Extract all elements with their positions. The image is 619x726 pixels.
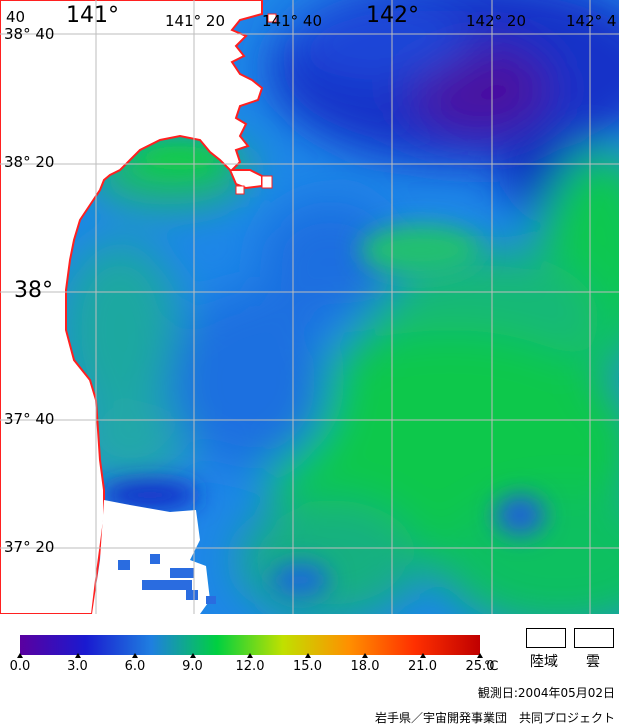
lat-label-37-40: 37° 40 — [4, 410, 55, 428]
scale-tick-mark — [304, 653, 311, 658]
cloud-swatch — [574, 628, 614, 648]
scale-tick-label: 6.0 — [124, 659, 146, 674]
scale-tick-mark — [477, 653, 483, 658]
land-swatch — [526, 628, 566, 648]
scale-tick-mark — [17, 653, 23, 658]
scale-tick-mark — [74, 653, 81, 658]
lat-label-38-40: 38° 40 — [4, 25, 55, 43]
lon-label-141-40: 141° 40 — [262, 12, 322, 30]
scale-tick-label: 0.0 — [9, 659, 31, 674]
cloud-legend-label: 雲 — [586, 654, 600, 670]
lat-label-37-20: 37° 20 — [4, 538, 55, 556]
sea-surface-temperature-image — [0, 0, 619, 614]
scale-tick-label: 9.0 — [182, 659, 203, 674]
scale-tick-mark — [362, 653, 368, 658]
scale-tick-label: 15.0 — [293, 659, 322, 674]
land-legend-label: 陸域 — [530, 654, 558, 670]
lon-label-142-20: 142° 20 — [466, 12, 526, 30]
scale-tick-mark — [419, 653, 426, 658]
lon-label-corner: 40 — [6, 8, 26, 26]
lon-label-142: 142° — [366, 3, 419, 28]
sst-map: 40 141° 141° 20 141° 40 142° 142° 20 142… — [0, 0, 619, 614]
scale-tick-label: 3.0 — [67, 659, 88, 674]
scale-tick-label: 18.0 — [350, 659, 380, 674]
lat-label-38-20: 38° 20 — [4, 153, 55, 171]
scale-tick-label: 12.0 — [235, 659, 265, 674]
temperature-unit: ℃ — [484, 659, 499, 674]
lon-label-142-40: 142° 4 — [566, 12, 617, 30]
lon-label-141: 141° — [66, 3, 119, 28]
lat-label-38: 38° — [14, 278, 53, 303]
land-area — [0, 0, 264, 614]
scale-tick-mark — [132, 653, 138, 658]
scale-tick-mark — [247, 653, 253, 658]
temperature-color-scale — [20, 635, 480, 655]
graticule — [0, 0, 619, 614]
scale-tick-label: 25.0 — [465, 659, 495, 674]
lon-label-141-20: 141° 20 — [165, 12, 225, 30]
project-credit: 岩手県／宇宙開発事業団 共同プロジェクト — [374, 711, 615, 725]
scale-tick-mark — [189, 653, 196, 658]
scale-tick-label: 21.0 — [408, 659, 437, 674]
observation-date: 観測日:2004年05月02日 — [477, 686, 615, 700]
